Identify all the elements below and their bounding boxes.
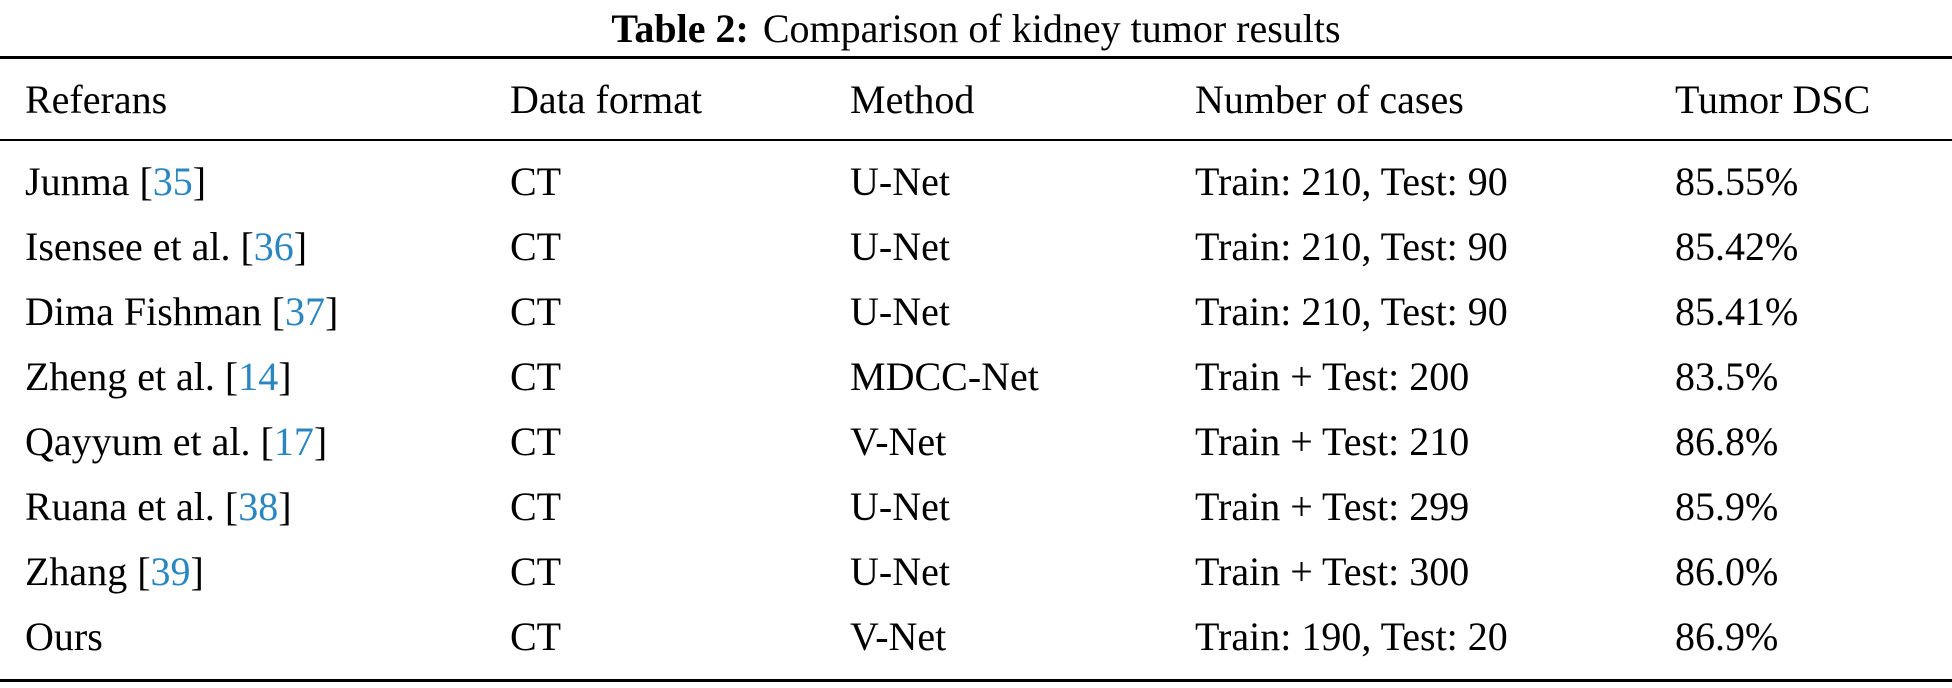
column-header-number-of-cases: Number of cases (1195, 76, 1464, 122)
cell-number-of-cases: Train: 210, Test: 90 (1195, 159, 1508, 204)
citation-bracket-close: ] (325, 289, 339, 334)
cell-number-of-cases: Train: 210, Test: 90 (1195, 289, 1508, 334)
cell-tumor-dsc: 83.5% (1675, 354, 1779, 399)
referans-text: Ours (25, 614, 103, 659)
table-header-row: Referans Data format Method Number of ca… (0, 59, 1952, 141)
referans-text: Dima Fishman (25, 289, 272, 334)
citation-link[interactable]: 14 (238, 354, 279, 399)
results-table: Referans Data format Method Number of ca… (0, 56, 1952, 682)
cell-method: V-Net (850, 419, 947, 464)
cell-tumor-dsc: 86.8% (1675, 419, 1779, 464)
cell-data-format: CT (510, 614, 562, 659)
table-row: Dima Fishman [37] CT U-Net Train: 210, T… (0, 279, 1952, 344)
cell-tumor-dsc: 85.9% (1675, 484, 1779, 529)
referans-text: Isensee et al. (25, 224, 241, 269)
citation-bracket-close: ] (278, 354, 292, 399)
cell-tumor-dsc: 85.41% (1675, 289, 1799, 334)
column-header-referans: Referans (25, 76, 168, 122)
referans-text: Junma (25, 159, 140, 204)
table-row: Isensee et al. [36] CT U-Net Train: 210,… (0, 214, 1952, 279)
cell-tumor-dsc: 86.9% (1675, 614, 1779, 659)
citation-bracket-close: ] (278, 484, 292, 529)
referans-text: Zheng et al. (25, 354, 225, 399)
referans-text: Ruana et al. (25, 484, 225, 529)
table-row: Qayyum et al. [17] CT V-Net Train + Test… (0, 409, 1952, 474)
cell-data-format: CT (510, 289, 562, 334)
citation-link[interactable]: 35 (152, 159, 193, 204)
citation-bracket-open: [ (240, 224, 254, 269)
cell-number-of-cases: Train + Test: 300 (1195, 549, 1470, 594)
citation-bracket-close: ] (190, 549, 204, 594)
cell-referans: Zheng et al. [14] (25, 353, 510, 400)
cell-tumor-dsc: 85.55% (1675, 159, 1799, 204)
citation-bracket-open: [ (137, 549, 151, 594)
cell-number-of-cases: Train: 210, Test: 90 (1195, 224, 1508, 269)
cell-tumor-dsc: 86.0% (1675, 549, 1779, 594)
referans-text: Zhang (25, 549, 138, 594)
cell-data-format: CT (510, 484, 562, 529)
citation-bracket-close: ] (192, 159, 207, 204)
table-caption: Table 2: Comparison of kidney tumor resul… (0, 0, 1952, 56)
cell-referans: Qayyum et al. [17] (25, 418, 510, 465)
citation-bracket-open: [ (260, 419, 274, 464)
column-header-method: Method (850, 76, 975, 122)
column-header-tumor-dsc: Tumor DSC (1675, 76, 1871, 122)
citation-bracket-open: [ (271, 289, 285, 334)
citation-link[interactable]: 37 (285, 289, 325, 334)
table-row: Zheng et al. [14] CT MDCC-Net Train + Te… (0, 344, 1952, 409)
citation-link[interactable]: 36 (253, 224, 294, 269)
citation-bracket-open: [ (224, 354, 239, 399)
cell-data-format: CT (510, 549, 562, 594)
column-header-data-format: Data format (510, 76, 703, 122)
citation-bracket-open: [ (224, 484, 239, 529)
citation-bracket-open: [ (139, 159, 153, 204)
cell-referans: Ruana et al. [38] (25, 483, 510, 530)
citation-link[interactable]: 39 (150, 549, 191, 594)
cell-method: U-Net (850, 484, 950, 529)
cell-number-of-cases: Train + Test: 210 (1195, 419, 1470, 464)
referans-text: Qayyum et al. (25, 419, 261, 464)
cell-referans: Zhang [39] (25, 548, 510, 595)
cell-method: V-Net (850, 614, 947, 659)
table-body: Junma [35] CT U-Net Train: 210, Test: 90… (0, 141, 1952, 679)
cell-method: MDCC-Net (850, 354, 1039, 399)
cell-referans: Isensee et al. [36] (25, 223, 510, 270)
cell-number-of-cases: Train + Test: 200 (1195, 354, 1470, 399)
cell-method: U-Net (850, 289, 950, 334)
cell-number-of-cases: Train: 190, Test: 20 (1195, 614, 1508, 659)
cell-data-format: CT (510, 354, 562, 399)
cell-referans: Ours (25, 613, 510, 660)
cell-method: U-Net (850, 549, 950, 594)
table-caption-text: Comparison of kidney tumor results (762, 5, 1341, 51)
table-row: Junma [35] CT U-Net Train: 210, Test: 90… (0, 149, 1952, 214)
table-row: Ruana et al. [38] CT U-Net Train + Test:… (0, 474, 1952, 539)
citation-bracket-close: ] (293, 224, 308, 269)
cell-data-format: CT (510, 419, 562, 464)
cell-number-of-cases: Train + Test: 299 (1195, 484, 1470, 529)
cell-method: U-Net (850, 159, 950, 204)
table-row: Ours CT V-Net Train: 190, Test: 20 86.9% (0, 604, 1952, 669)
cell-tumor-dsc: 85.42% (1675, 224, 1799, 269)
table-row: Zhang [39] CT U-Net Train + Test: 300 86… (0, 539, 1952, 604)
cell-data-format: CT (510, 159, 562, 204)
citation-link[interactable]: 38 (238, 484, 279, 529)
cell-referans: Junma [35] (25, 158, 510, 205)
cell-data-format: CT (510, 224, 562, 269)
citation-link[interactable]: 17 (273, 419, 314, 464)
table-caption-label: Table 2: (611, 5, 749, 51)
citation-bracket-close: ] (313, 419, 328, 464)
cell-method: U-Net (850, 224, 950, 269)
cell-referans: Dima Fishman [37] (25, 288, 510, 335)
